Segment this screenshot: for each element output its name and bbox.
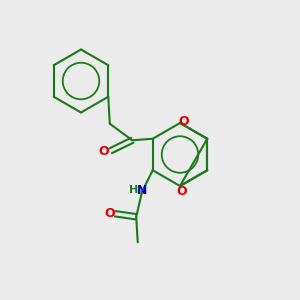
Text: O: O [178,115,189,128]
Text: O: O [176,185,187,198]
Text: N: N [137,184,147,197]
Text: H: H [129,185,138,195]
Text: O: O [104,207,115,220]
Text: O: O [99,145,110,158]
